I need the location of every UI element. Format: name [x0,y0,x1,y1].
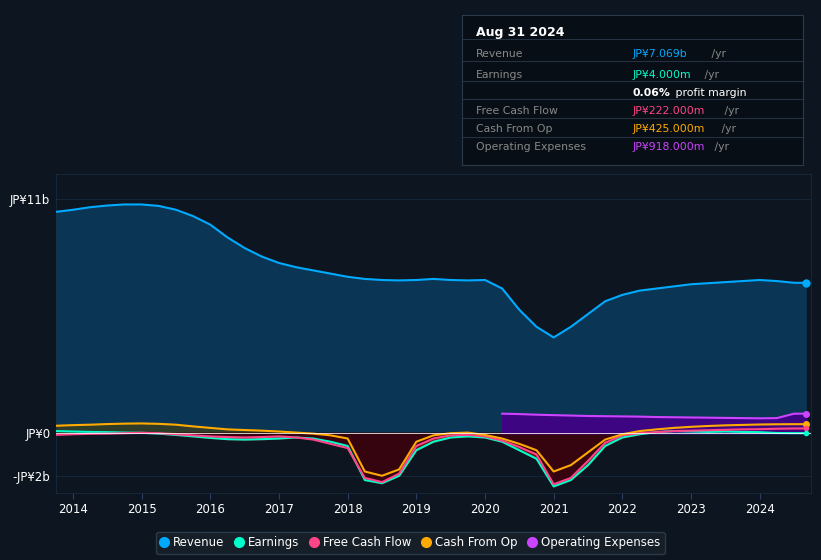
Text: JP¥4.000m: JP¥4.000m [632,71,691,80]
Legend: Revenue, Earnings, Free Cash Flow, Cash From Op, Operating Expenses: Revenue, Earnings, Free Cash Flow, Cash … [156,531,665,554]
Text: Earnings: Earnings [476,71,523,80]
Text: /yr: /yr [718,124,736,134]
Text: 0.06%: 0.06% [632,87,671,97]
Text: /yr: /yr [701,71,718,80]
Text: /yr: /yr [711,142,729,152]
Text: /yr: /yr [721,106,739,115]
Text: JP¥7.069b: JP¥7.069b [632,49,687,59]
Text: JP¥222.000m: JP¥222.000m [632,106,705,115]
Text: Revenue: Revenue [476,49,523,59]
Text: JP¥425.000m: JP¥425.000m [632,124,705,134]
Text: /yr: /yr [708,49,726,59]
Text: Aug 31 2024: Aug 31 2024 [476,26,564,39]
Text: Operating Expenses: Operating Expenses [476,142,586,152]
Text: profit margin: profit margin [672,87,746,97]
Text: Free Cash Flow: Free Cash Flow [476,106,557,115]
Text: Cash From Op: Cash From Op [476,124,553,134]
Text: JP¥918.000m: JP¥918.000m [632,142,705,152]
